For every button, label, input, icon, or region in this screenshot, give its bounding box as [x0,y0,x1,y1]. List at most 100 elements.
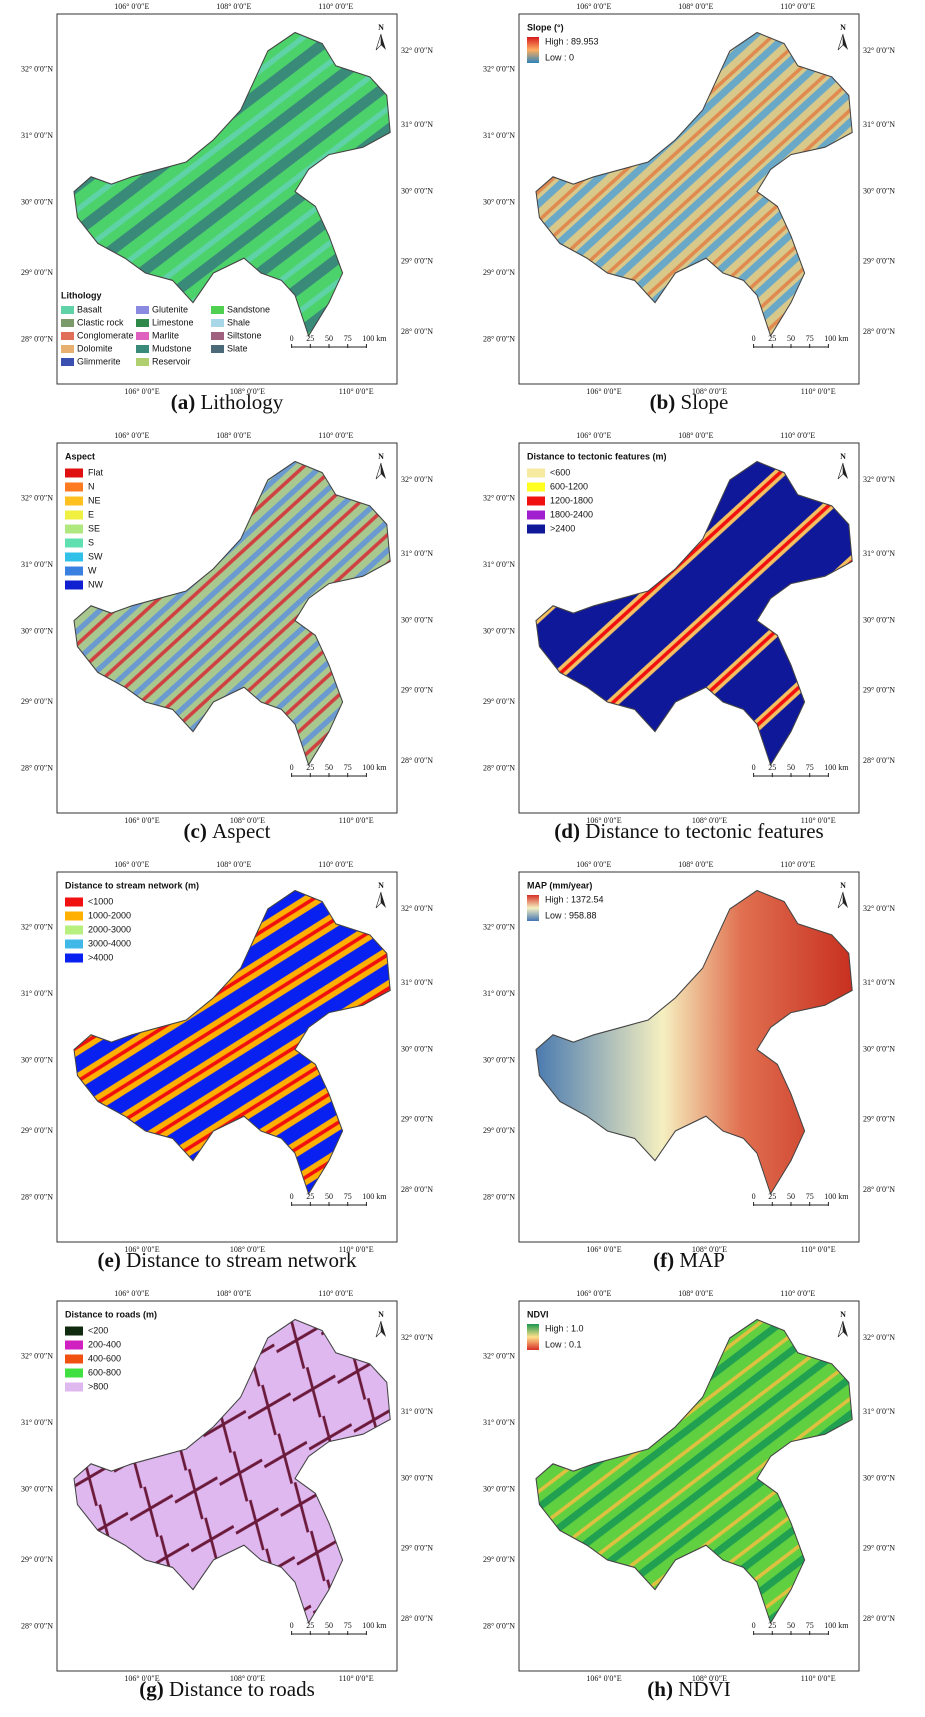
panel-caption: (f) MAP [653,1248,725,1272]
latitude-label: 32° 0′0″N [863,46,895,55]
latitude-label: 30° 0′0″N [483,1485,515,1494]
legend-label: SW [88,551,103,561]
latitude-label: 28° 0′0″N [21,763,53,772]
panel-caption: (g) Distance to roads [139,1677,315,1701]
legend-label: SE [88,523,100,533]
legend-label: 3000-4000 [88,938,131,948]
legend-swatch [65,1383,83,1392]
legend-title: Distance to tectonic features (m) [527,451,667,461]
legend-swatch [65,567,83,576]
longitude-label: 108° 0′0″E [216,1289,251,1298]
scale-label: 0 [290,334,294,343]
latitude-label: 31° 0′0″N [863,549,895,558]
legend-swatch [211,319,224,327]
legend-label: Low : 0.1 [545,1339,582,1349]
longitude-label: 108° 0′0″E [216,2,251,11]
legend-ramp [527,37,539,63]
latitude-label: 29° 0′0″N [483,1126,515,1135]
latitude-label: 31° 0′0″N [401,1407,433,1416]
panel-label: (g) [139,1677,164,1701]
latitude-label: 31° 0′0″N [863,120,895,129]
longitude-label: 110° 0′0″E [780,1289,815,1298]
scale-label: 25 [306,1621,314,1630]
longitude-label: 106° 0′0″E [586,387,621,396]
north-label: N [378,23,384,32]
latitude-label: 30° 0′0″N [401,186,433,195]
legend-label: 2000-3000 [88,924,131,934]
scale-label: 75 [344,334,352,343]
latitude-label: 32° 0′0″N [483,493,515,502]
legend-title: Distance to stream network (m) [65,880,199,890]
longitude-label: 106° 0′0″E [114,1289,149,1298]
scale-label: 75 [806,763,814,772]
legend-swatch [61,358,74,366]
longitude-label: 106° 0′0″E [114,431,149,440]
scale-label: 75 [806,1192,814,1201]
legend-label: Dolomite [77,343,113,353]
longitude-label: 110° 0′0″E [318,860,353,869]
longitude-label: 106° 0′0″E [124,816,159,825]
latitude-label: 29° 0′0″N [401,1544,433,1553]
legend-title: Lithology [61,290,102,300]
legend-label: Reservoir [152,356,191,366]
latitude-label: 32° 0′0″N [863,904,895,913]
latitude-label: 32° 0′0″N [401,904,433,913]
longitude-label: 110° 0′0″E [339,387,374,396]
latitude-label: 29° 0′0″N [863,257,895,266]
legend-label: Glutenite [152,304,188,314]
north-label: N [840,452,846,461]
longitude-label: 110° 0′0″E [318,431,353,440]
latitude-label: 29° 0′0″N [401,1115,433,1124]
scale-label: 100 km [362,1192,387,1201]
latitude-label: 31° 0′0″N [401,549,433,558]
legend-label: Siltstone [227,330,262,340]
legend-title: MAP (mm/year) [527,880,592,890]
panel-label: (h) [647,1677,673,1701]
legend-label: 200-400 [88,1339,121,1349]
legend-swatch [65,940,83,949]
legend-swatch [527,511,545,520]
latitude-label: 28° 0′0″N [863,1614,895,1623]
longitude-label: 110° 0′0″E [339,816,374,825]
scale-label: 25 [768,1621,776,1630]
scale-label: 75 [344,1192,352,1201]
north-label: N [840,881,846,890]
latitude-label: 29° 0′0″N [483,1555,515,1564]
legend-swatch [211,306,224,314]
scale-label: 50 [325,1621,333,1630]
latitude-label: 31° 0′0″N [483,131,515,140]
scale-label: 100 km [824,763,849,772]
latitude-label: 28° 0′0″N [483,334,515,343]
latitude-label: 31° 0′0″N [483,1418,515,1427]
north-label: N [840,1310,846,1319]
panel-label: (f) [653,1248,674,1272]
legend-title: NDVI [527,1309,549,1319]
legend-swatch [61,306,74,314]
legend-label: Limestone [152,317,194,327]
scale-label: 0 [290,1621,294,1630]
longitude-label: 110° 0′0″E [801,387,836,396]
latitude-label: 29° 0′0″N [483,268,515,277]
latitude-label: 32° 0′0″N [483,1351,515,1360]
legend-label: Sandstone [227,304,270,314]
latitude-label: 30° 0′0″N [21,627,53,636]
legend-swatch [136,332,149,340]
legend-label: High : 1372.54 [545,894,604,904]
legend-swatch [65,553,83,562]
legend-swatch [61,332,74,340]
latitude-label: 32° 0′0″N [863,475,895,484]
scale-label: 25 [768,763,776,772]
legend-label: Marlite [152,330,179,340]
scale-label: 75 [806,334,814,343]
legend-label: N [88,481,95,491]
latitude-label: 31° 0′0″N [401,120,433,129]
longitude-label: 108° 0′0″E [678,2,713,11]
legend-label: S [88,537,94,547]
legend-swatch [211,332,224,340]
latitude-label: 30° 0′0″N [401,1473,433,1482]
legend-title: Aspect [65,451,95,461]
legend-swatch [136,319,149,327]
latitude-label: 32° 0′0″N [401,46,433,55]
legend-swatch [65,497,83,506]
latitude-label: 30° 0′0″N [483,198,515,207]
